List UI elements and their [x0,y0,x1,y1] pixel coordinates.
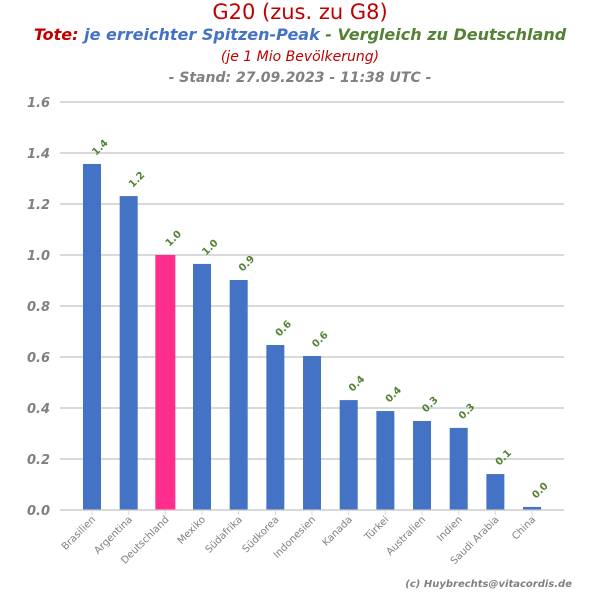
bar-südafrika [229,279,248,510]
subtitle-vergleich: - Vergleich zu Deutschland [319,25,567,44]
data-label: 0.3 [420,395,440,415]
x-tick-label: Mexiko [176,514,208,546]
x-tick-label: Brasilien [60,514,98,552]
bar-kanada [339,400,358,510]
x-tick-label: Indien [435,514,465,544]
chart-note: (je 1 Mio Bevölkerung) [220,49,380,65]
bars [83,163,542,510]
data-label: 0.4 [384,385,404,405]
data-label: 0.0 [530,481,550,501]
y-tick-label: 0.4 [27,402,50,417]
y-tick-label: 0.0 [27,504,50,519]
bar-china [523,506,542,510]
bar-saudi-arabia [486,474,505,510]
y-tick-label: 0.2 [27,453,50,468]
y-tick-label: 0.6 [27,351,50,366]
y-tick-label: 1.4 [27,147,50,162]
bar-australien [413,421,432,510]
x-tick-label: Türkei [362,514,391,543]
x-tick-label: China [510,514,538,542]
bar-deutschland [155,255,176,510]
bar-indien [449,427,468,510]
subtitle-peak: je erreichter Spitzen-Peak [78,25,320,44]
y-tick-label: 1.2 [27,198,50,213]
y-tick-label: 1.6 [27,96,50,111]
copyright-credit: (c) Huybrechts@vitacordis.de [405,579,572,590]
bar-argentina [119,196,138,510]
chart-subtitle: Tote: je erreichter Spitzen-Peak - Vergl… [0,24,600,46]
data-label: 0.1 [494,448,514,468]
data-label: 0.6 [274,319,294,339]
data-label: 1.2 [127,170,147,190]
bar-indonesien [303,355,322,510]
bar-türkei [376,411,395,510]
y-tick-label: 1.0 [27,249,50,264]
x-tick-label: Australien [385,514,429,558]
chart-timestamp: - Stand: 27.09.2023 - 11:38 UTC - [168,70,432,86]
y-tick-label: 0.8 [27,300,50,315]
y-axis: 0.0 0.2 0.4 0.6 0.8 1.0 1.2 1.4 1.6 [27,96,50,519]
data-label: 0.6 [310,330,330,350]
subtitle-tote: Tote: [33,25,79,44]
chart-title: G20 (zus. zu G8) [212,0,388,24]
x-tick-label: Kanada [321,514,355,548]
data-label: 1.0 [164,229,184,249]
bar-mexiko [193,263,212,510]
bar-brasilien [83,163,101,510]
data-label: 0.3 [457,402,477,422]
x-tick-label: Südafrika [204,514,245,555]
data-label: 0.4 [347,374,367,394]
bar-südkorea [266,345,285,510]
data-label: 0.9 [237,254,257,274]
data-label: 1.4 [90,138,110,158]
